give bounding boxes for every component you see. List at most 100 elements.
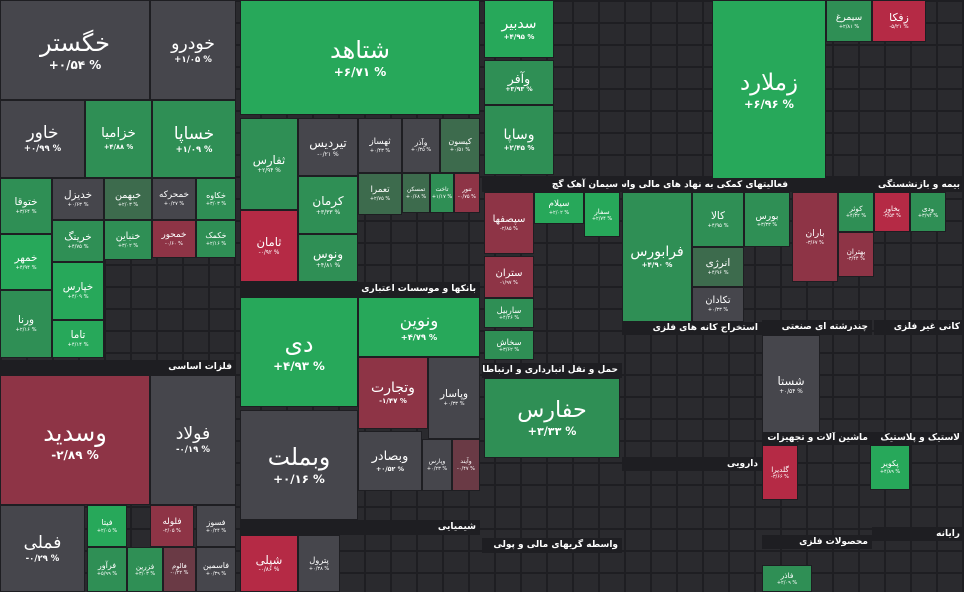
tile: ودی +۳/۹۴ %	[910, 192, 946, 232]
tile-name: بخاور	[884, 204, 900, 214]
tile-name: دی	[284, 329, 314, 358]
tile: فسوز +۰/۲۴ %	[196, 505, 236, 547]
tile-name: شپلی	[255, 552, 283, 567]
tile: بخاور -۳/۵۴ %	[874, 192, 910, 232]
tile-change: +۲/۴۵ %	[503, 144, 535, 153]
tile-change: +۳/۶۲ %	[498, 347, 520, 354]
tile-change: +۳/۰۳ %	[205, 200, 227, 207]
tile-name: فرابورس	[630, 243, 684, 260]
tile: تیردیس -۰/۲۱ %	[298, 118, 358, 176]
tile-change: +۰/۳۳ %	[443, 401, 465, 408]
tile-change: +۴/۱۴ %	[67, 342, 89, 349]
tile: زفکا -۵/۲۱ %	[872, 0, 926, 42]
tile-change: -۰/۶۰ %	[165, 241, 183, 248]
tile-name: تعمرا	[370, 185, 390, 196]
tile: فالوم -۰/۲۲ %	[163, 547, 196, 592]
tile: ثفارس +۲/۹۴ %	[240, 118, 298, 210]
tile-change: +۲/۰۹ %	[776, 580, 798, 587]
tile-change: +۲/۱۶ %	[205, 240, 227, 247]
section-label: شیمیایی	[240, 520, 480, 535]
tile: ونوس +۴/۸۱ %	[298, 234, 358, 282]
tile: کرمان +۳/۳۳ %	[298, 176, 358, 234]
tile-change: +۰/۲۴ %	[205, 527, 227, 534]
tile-name: زفکا	[889, 10, 909, 24]
tile-name: سفار	[594, 206, 610, 216]
tile: تاخت +۱/۱۷ %	[430, 173, 454, 213]
tile-change: -۳/۶۷ %	[806, 239, 824, 246]
section-label: حمل و نقل انبارداری و ارتباطات	[482, 363, 622, 378]
tile-name: سپصفها	[492, 213, 526, 225]
tile: خبهمن +۲/۰۳ %	[104, 178, 152, 220]
tile-change: +۴/۲۶ %	[498, 315, 520, 322]
tile-name: ثامان	[256, 235, 282, 250]
tile: کوثر +۴/۳۲ %	[838, 192, 874, 232]
tile-name: وآفر	[507, 70, 531, 86]
tile: خودرو +۱/۰۵ %	[150, 0, 236, 100]
tile-name: فالوم	[172, 562, 187, 571]
tile: زملارد +۶/۹۶ %	[712, 0, 826, 180]
tile-name: خرینگ	[64, 231, 92, 244]
tile-name: ودی	[921, 204, 935, 214]
tile: سفار +۲/۷۴ %	[584, 192, 620, 237]
tile-change: -۲/۸۹ %	[51, 447, 99, 462]
tile-change: +۱/۱۷ %	[431, 193, 453, 200]
tile-change: -۰/۴۷ %	[457, 465, 475, 472]
tile-change: +۲/۱۶ %	[15, 327, 37, 334]
tile-name: وپارس	[428, 458, 446, 466]
tile-change: +۲/۰۳ %	[117, 201, 139, 208]
tile-name: زملارد	[740, 69, 798, 96]
tile-change: +۰/۹۹ %	[23, 144, 62, 155]
tile-name: خساپا	[173, 123, 215, 144]
tile: خنباین +۳/۰۲ %	[104, 220, 152, 260]
tile: کالا +۴/۹۵ %	[692, 192, 744, 247]
tile-change: +۴/۹۰ %	[641, 261, 673, 270]
tile-name: شستا	[777, 374, 805, 389]
tile: ونوین +۴/۷۹ %	[358, 297, 480, 357]
tile-name: فسوز	[206, 517, 226, 527]
tile-name: ونوس	[313, 246, 343, 261]
tile-change: -۰/۱۹ %	[175, 445, 211, 456]
tile-change: +۰/۶۳ %	[67, 202, 89, 209]
tile-change: -۰/۲۲ %	[170, 570, 189, 577]
tile-name: وآیند	[460, 458, 472, 466]
tile: باران -۳/۶۷ %	[792, 192, 838, 282]
tile-change: +۱/۰۵ %	[174, 55, 212, 66]
tile: بهتران -۳/۴۴ %	[838, 232, 874, 277]
tile-change: +۴/۹۵ %	[503, 33, 535, 42]
tile-name: شتاهد	[330, 36, 390, 64]
tile: وبصادر +۰/۵۲ %	[358, 431, 422, 491]
tile-name: خاور	[26, 123, 59, 144]
tile-change: +۱/۰۹ %	[175, 144, 213, 155]
tile: فلوله -۲/۰۵ %	[150, 505, 194, 547]
tile: فاسمین +۰/۳۹ %	[196, 547, 236, 592]
tile-change: +۴/۳۲ %	[845, 213, 867, 220]
tile-change: +۵/۹۹ %	[96, 571, 118, 578]
tile-name: تکادان	[705, 295, 731, 307]
tile: خمهر +۴/۹۴ %	[0, 234, 52, 290]
tile-name: کالا	[710, 209, 726, 222]
tile-name: پترول	[309, 555, 329, 566]
tile-change: -۰/۷۵ %	[458, 193, 476, 200]
tile-name: وبملت	[267, 442, 331, 471]
tile-name: بهتران	[846, 246, 866, 256]
tile-name: تاما	[70, 329, 86, 342]
tile-change: +۲/۸۱ %	[838, 23, 860, 30]
tile: انرژی +۴/۹۶ %	[692, 247, 744, 287]
tile-change: -۳/۵۴ %	[883, 213, 901, 220]
tile: خپارس +۴/۰۹ %	[52, 262, 104, 320]
tile: خکاوه +۳/۰۳ %	[196, 178, 236, 220]
tile-change: +۳/۳۳ %	[756, 222, 778, 229]
tile: وبملت +۰/۱۶ %	[240, 410, 358, 520]
tile-name: سیلام	[548, 199, 570, 210]
tile-change: +۲/۹۴ %	[257, 167, 281, 174]
tile-change: +۲/۷۵ %	[369, 196, 391, 203]
tile-name: تیردیس	[309, 135, 347, 150]
tile-name: خمهر	[14, 252, 38, 265]
tile-name: خدیزل	[63, 189, 93, 202]
tile: وسدید -۲/۸۹ %	[0, 375, 150, 505]
tile-change: +۴/۷۵ %	[67, 244, 89, 251]
tile-name: ختوقا	[14, 196, 38, 209]
section-label: ماشین آلات و تجهیزات	[762, 432, 872, 445]
tile-name: سیمرغ	[835, 12, 863, 24]
